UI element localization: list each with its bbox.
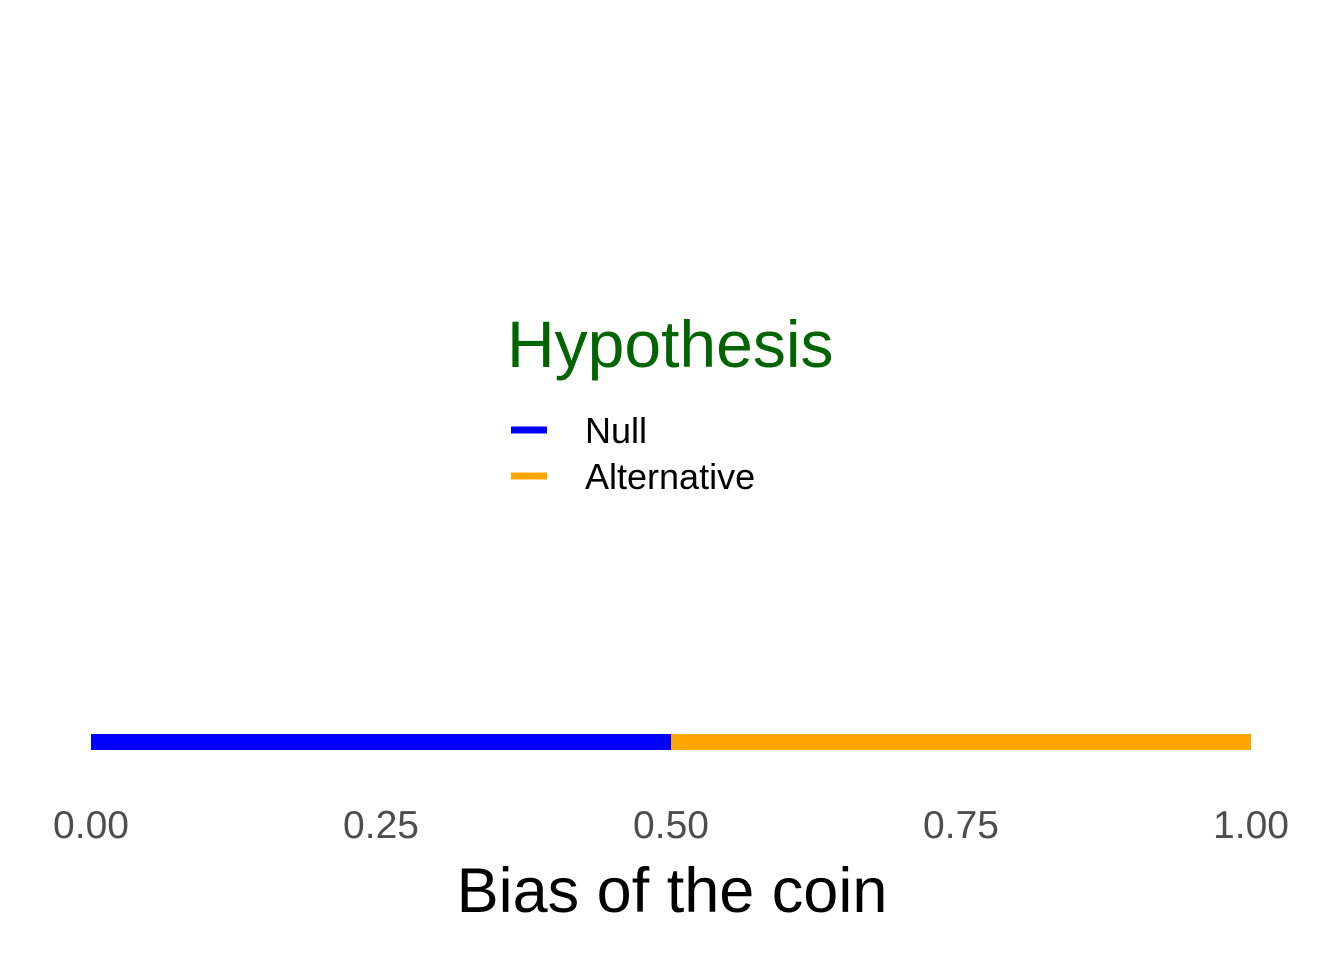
x-tick-label: 1.00 [1213,804,1289,847]
legend-label-alternative: Alternative [585,456,755,497]
x-axis-tick-labels: 0.00 0.25 0.50 0.75 1.00 [53,804,1289,847]
x-tick-label: 0.00 [53,804,129,847]
legend-entry: Null [511,410,647,451]
x-tick-label: 0.75 [923,804,999,847]
x-tick-label: 0.25 [343,804,419,847]
legend-label-null: Null [585,410,647,451]
legend-entries: Null Alternative [511,410,755,497]
x-axis-title: Bias of the coin [457,856,888,926]
x-tick-label: 0.50 [633,804,709,847]
series-segment-null [91,734,671,750]
legend-title: Hypothesis [507,307,834,381]
series-segment-alternative [671,734,1251,750]
series-segments [91,734,1251,750]
legend: Hypothesis Null Alternative [507,307,834,497]
legend-entry: Alternative [511,456,755,497]
